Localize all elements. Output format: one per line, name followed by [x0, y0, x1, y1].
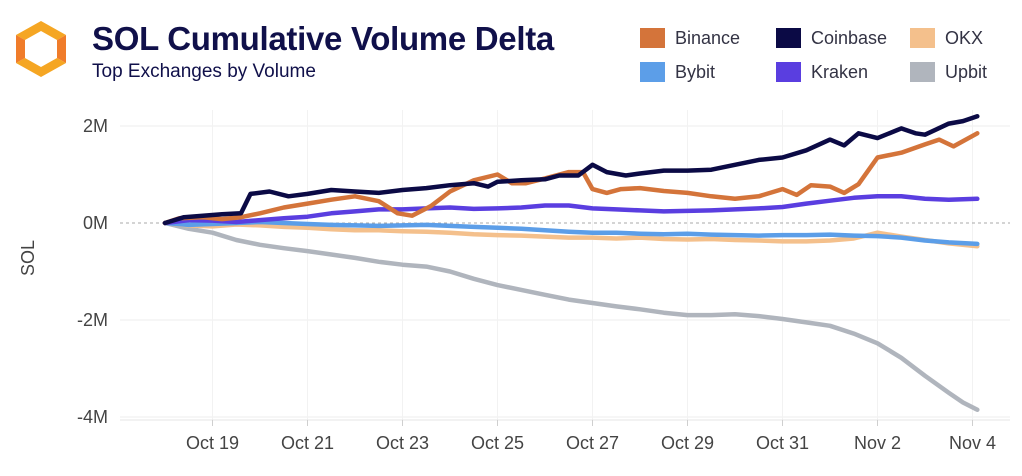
x-tick-label: Nov 2	[854, 433, 901, 453]
series-lines	[162, 114, 980, 412]
y-axis-ticks: 2M 0M -2M -4M	[77, 116, 108, 427]
series-line-kraken	[162, 194, 980, 226]
legend-item-coinbase[interactable]: Coinbase	[776, 26, 887, 50]
y-tick-label: -2M	[77, 310, 108, 330]
y-tick-label: 2M	[83, 116, 108, 136]
legend-label-upbit: Upbit	[945, 61, 988, 82]
legend-swatch-bybit	[640, 62, 665, 82]
y-tick-label: -4M	[77, 407, 108, 427]
legend-item-binance[interactable]: Binance	[640, 26, 740, 50]
chart-header: SOL Cumulative Volume Delta Top Exchange…	[0, 0, 1022, 100]
legend-item-bybit[interactable]: Bybit	[640, 60, 715, 84]
y-tick-label: 0M	[83, 213, 108, 233]
x-axis-ticks: Oct 19 Oct 21 Oct 23 Oct 25 Oct 27 Oct 29 Oct …	[186, 420, 996, 453]
x-tick-label: Nov 4	[949, 433, 996, 453]
x-tick-label: Oct 25	[471, 433, 524, 453]
series-line-okx	[162, 220, 980, 249]
grid-lines	[120, 110, 1010, 421]
brand-logo-icon	[16, 21, 66, 77]
legend-item-kraken[interactable]: Kraken	[776, 60, 868, 84]
legend-swatch-kraken	[776, 62, 801, 82]
legend-item-okx[interactable]: OKX	[910, 26, 983, 50]
y-axis-label: SOL	[18, 240, 38, 276]
x-tick-label: Oct 31	[756, 433, 809, 453]
series-line-upbit	[162, 220, 980, 412]
legend-label-binance: Binance	[675, 27, 741, 48]
legend-label-okx: OKX	[945, 27, 984, 48]
legend-swatch-okx	[910, 28, 935, 48]
chart-title: SOL Cumulative Volume Delta	[92, 20, 554, 57]
legend-label-coinbase: Coinbase	[811, 27, 888, 48]
series-line-binance	[162, 131, 980, 226]
series-line-coinbase	[162, 114, 980, 226]
x-tick-label: Oct 19	[186, 433, 239, 453]
line-chart: 2M 0M -2M -4M Oct 19 Oct 21 Oct 23 Oct 25 Oct 2…	[18, 110, 1010, 453]
chart-subtitle: Top Exchanges by Volume	[92, 61, 316, 82]
x-tick-label: Oct 21	[281, 433, 334, 453]
legend-swatch-upbit	[910, 62, 935, 82]
x-tick-label: Oct 29	[661, 433, 714, 453]
x-tick-label: Oct 27	[566, 433, 619, 453]
legend: Binance Coinbase OKX Bybit Kraken Upbit	[640, 26, 1020, 90]
x-tick-label: Oct 23	[376, 433, 429, 453]
legend-label-kraken: Kraken	[811, 61, 869, 82]
legend-item-upbit[interactable]: Upbit	[910, 60, 987, 84]
legend-swatch-coinbase	[776, 28, 801, 48]
legend-label-bybit: Bybit	[675, 61, 716, 82]
series-line-bybit	[162, 219, 980, 247]
legend-swatch-binance	[640, 28, 665, 48]
